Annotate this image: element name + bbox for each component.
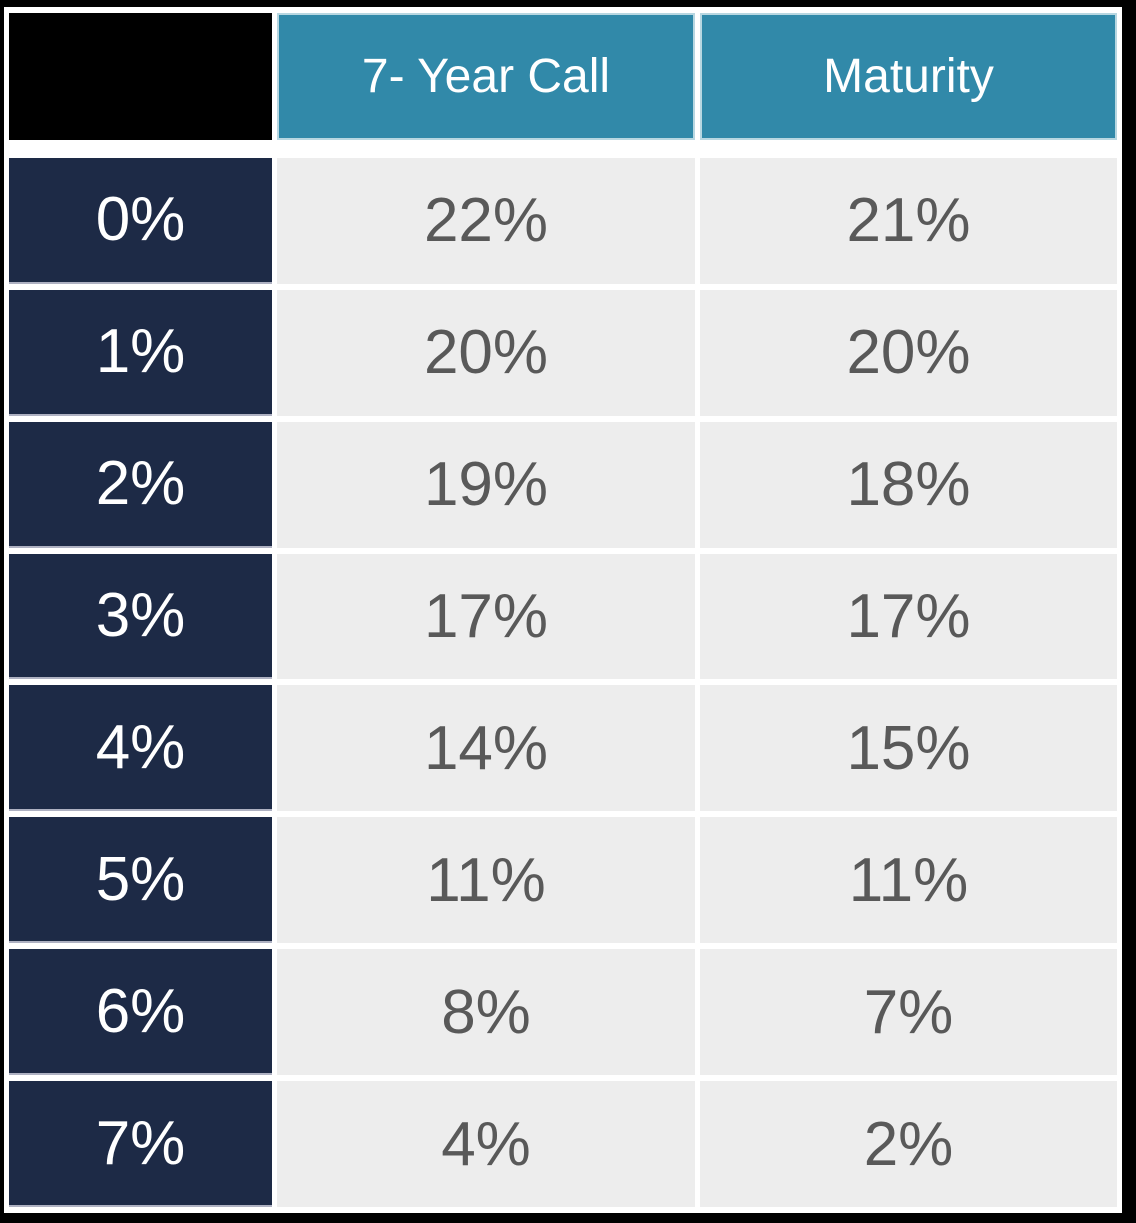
row-header: 0% bbox=[9, 158, 272, 284]
cell-7-year-call: 17% bbox=[277, 553, 695, 680]
row-header: 2% bbox=[9, 421, 272, 548]
row-header: 5% bbox=[9, 817, 272, 944]
cell-maturity: 20% bbox=[700, 289, 1117, 416]
row-header: 3% bbox=[9, 553, 272, 680]
cell-maturity: 15% bbox=[700, 685, 1117, 812]
table-row: 7% 4% 2% bbox=[9, 1081, 1117, 1207]
table-row: 0% 22% 21% bbox=[9, 158, 1117, 284]
table-row: 3% 17% 17% bbox=[9, 553, 1117, 680]
cell-7-year-call: 4% bbox=[277, 1081, 695, 1207]
row-header: 6% bbox=[9, 949, 272, 1076]
cell-7-year-call: 19% bbox=[277, 421, 695, 548]
cell-maturity: 2% bbox=[700, 1081, 1117, 1207]
table-row: 4% 14% 15% bbox=[9, 685, 1117, 812]
row-header: 7% bbox=[9, 1081, 272, 1207]
cell-maturity: 7% bbox=[700, 949, 1117, 1076]
table-row: 2% 19% 18% bbox=[9, 421, 1117, 548]
table-row: 1% 20% 20% bbox=[9, 289, 1117, 416]
cell-7-year-call: 11% bbox=[277, 817, 695, 944]
row-header: 1% bbox=[9, 289, 272, 416]
cell-maturity: 21% bbox=[700, 158, 1117, 284]
column-header-maturity: Maturity bbox=[700, 13, 1117, 140]
cell-maturity: 17% bbox=[700, 553, 1117, 680]
cell-7-year-call: 14% bbox=[277, 685, 695, 812]
rate-comparison-table: 7- Year Call Maturity 0% 22% 21% 1% 20% … bbox=[4, 7, 1122, 1213]
cell-maturity: 11% bbox=[700, 817, 1117, 944]
table-row: 6% 8% 7% bbox=[9, 949, 1117, 1076]
cell-7-year-call: 20% bbox=[277, 289, 695, 416]
corner-cell bbox=[9, 13, 272, 140]
column-header-7-year-call: 7- Year Call bbox=[277, 13, 695, 140]
cell-maturity: 18% bbox=[700, 421, 1117, 548]
header-row: 7- Year Call Maturity bbox=[9, 13, 1117, 140]
table-row: 5% 11% 11% bbox=[9, 817, 1117, 944]
cell-7-year-call: 22% bbox=[277, 158, 695, 284]
row-header: 4% bbox=[9, 685, 272, 812]
cell-7-year-call: 8% bbox=[277, 949, 695, 1076]
